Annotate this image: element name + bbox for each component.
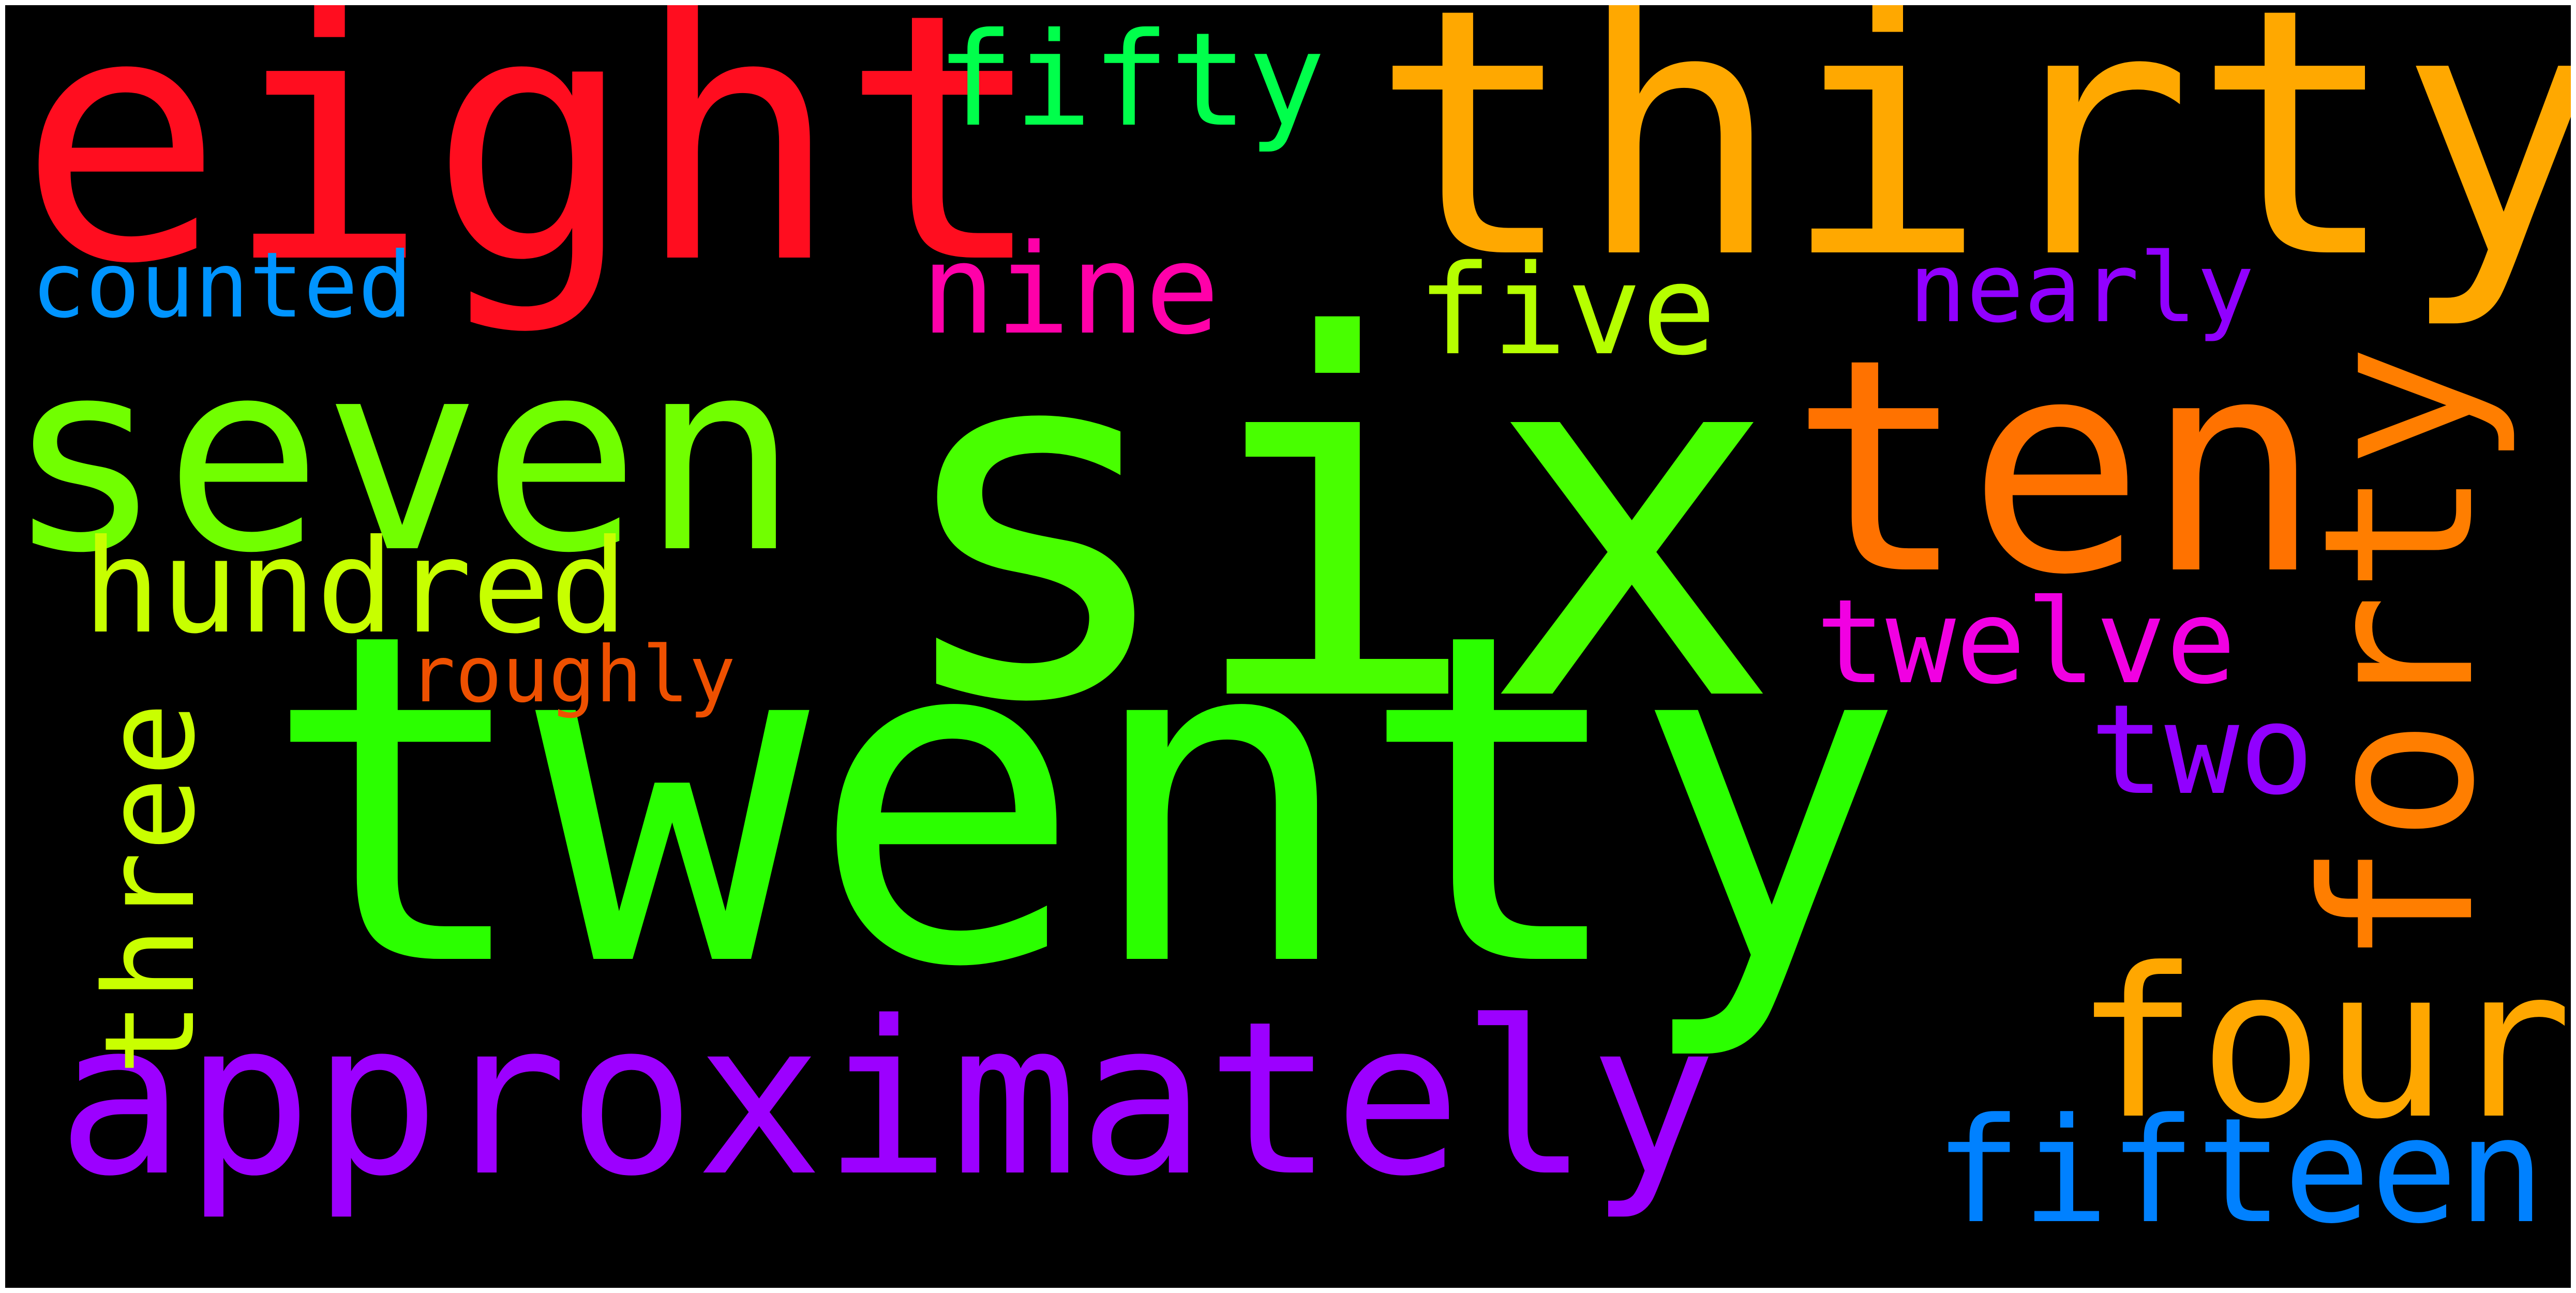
word-five: five <box>1417 238 1716 383</box>
word-approximately: approximately <box>57 975 1717 1223</box>
word-seven: seven <box>5 304 800 611</box>
word-four: four <box>2074 924 2571 1165</box>
word-ten: ten <box>1790 296 2323 639</box>
word-three: three <box>78 702 222 1076</box>
word-forty: forty <box>2280 344 2520 967</box>
word-two: two <box>2090 678 2314 822</box>
word-thirty: thirty <box>1371 5 2571 333</box>
word-counted: counted <box>31 233 413 338</box>
word-nearly: nearly <box>1909 232 2255 344</box>
word-hundred: hundred <box>83 512 628 662</box>
word-cloud: six twenty thirty eight seven ten forty … <box>5 5 2571 1288</box>
word-fifteen: fifteen <box>1935 1087 2545 1256</box>
word-eight: eight <box>18 5 1046 338</box>
word-roughly: roughly <box>409 630 736 720</box>
word-nine: nine <box>921 217 1220 362</box>
word-twenty: twenty <box>261 536 1906 1066</box>
word-six: six <box>885 233 1781 811</box>
word-twelve: twelve <box>1816 575 2236 710</box>
word-fifty: fifty <box>936 5 1326 155</box>
